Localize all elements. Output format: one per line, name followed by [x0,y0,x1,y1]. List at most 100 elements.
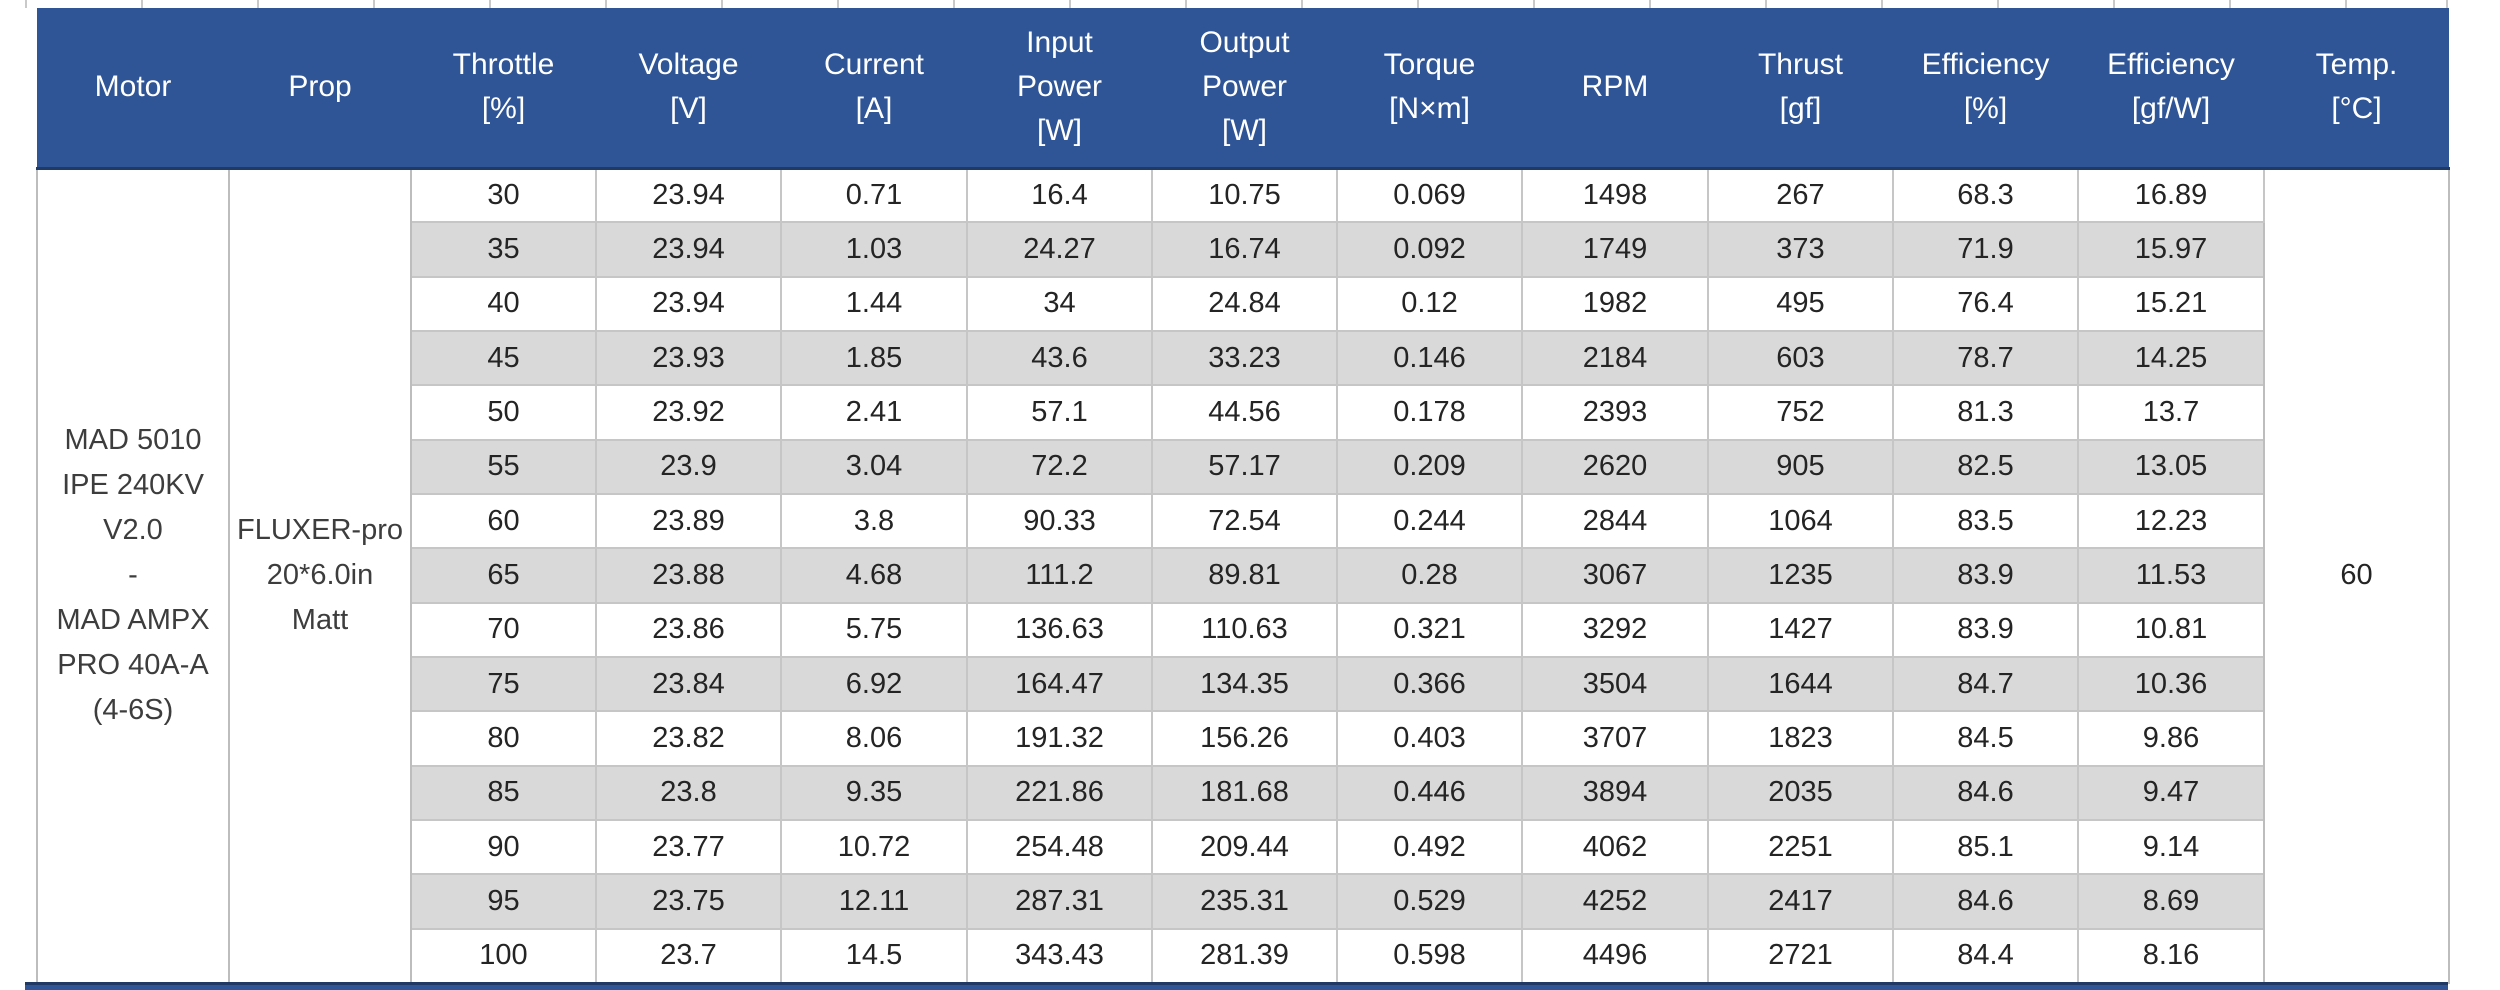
col-header-motor: Motor [37,8,229,168]
cell-thrust-row-85: 2035 [1707,764,1894,821]
col-header-throttle-line: [%] [481,92,526,126]
motor-name-line: MAD AMPX [56,604,210,637]
cell-current-row-30: 0.71 [780,166,968,224]
cell-torque-row-100: 0.598 [1336,927,1523,984]
col-header-input-power-line: Input [1026,26,1093,60]
prop-name-line: Matt [291,604,349,637]
cell-output-power-row-50: 44.56 [1151,384,1338,441]
cell-torque-row-55: 0.209 [1336,438,1523,495]
cell-input-power-row-100: 343.43 [966,927,1153,984]
cell-efficiency-pct-row-60: 83.5 [1892,492,2079,550]
col-header-voltage-line: Voltage [638,48,739,82]
col-header-motor-line: Motor [94,70,172,104]
cell-thrust-row-30: 267 [1707,166,1894,224]
cell-throttle-row-75: 75 [410,655,597,713]
cell-output-power-row-85: 181.68 [1151,764,1338,821]
cell-throttle-row-80: 80 [410,710,597,767]
cell-current-row-60: 3.8 [780,492,968,550]
cell-current-row-55: 3.04 [780,438,968,495]
cell-torque-row-35: 0.092 [1336,221,1523,278]
col-header-thrust: Thrust [gf] [1708,8,1893,168]
data-row-throttle-50: 50 23.92 2.41 57.1 44.56 0.178 2393 752 81.3 13.7 [37,384,2449,441]
cell-efficiency-pct-row-100: 84.4 [1892,927,2079,984]
motor-name-line: V2.0 [103,514,163,547]
cell-output-power-row-80: 156.26 [1151,710,1338,767]
cell-rpm-row-50: 2393 [1521,384,1709,441]
cell-output-power-row-30: 10.75 [1151,166,1338,224]
cell-thrust-row-75: 1644 [1707,655,1894,713]
cell-output-power-row-95: 235.31 [1151,873,1338,930]
cell-throttle-row-100: 100 [410,927,597,984]
cell-input-power-row-95: 287.31 [966,873,1153,930]
col-header-rpm: RPM [1522,8,1708,168]
cell-throttle-row-60: 60 [410,492,597,550]
cell-efficiency-pct-row-65: 83.9 [1892,547,2079,604]
cell-thrust-row-80: 1823 [1707,710,1894,767]
table-body: MAD 5010 IPE 240KV V2.0 - MAD AMPX PRO 40A-A (… [36,166,2450,984]
motor-cell: MAD 5010 IPE 240KV V2.0 - MAD AMPX PRO 40A-A (… [36,167,230,984]
col-header-current-line: Current [823,48,925,82]
col-header-efficiency-pct: Efficiency [%] [1893,8,2078,168]
cell-current-row-65: 4.68 [780,547,968,604]
cell-thrust-row-50: 752 [1707,384,1894,441]
cell-voltage-row-55: 23.9 [595,438,782,495]
cell-current-row-35: 1.03 [780,221,968,278]
cell-torque-row-95: 0.529 [1336,873,1523,930]
cell-throttle-row-65: 65 [410,547,597,604]
data-row-throttle-100: 100 23.7 14.5 343.43 281.39 0.598 4496 2721 84.4… [37,927,2449,984]
cell-rpm-row-80: 3707 [1521,710,1709,767]
data-row-throttle-40: 40 23.94 1.44 34 24.84 0.12 1982 495 76.4 15.21 [37,275,2449,332]
cell-efficiency-pct-row-80: 84.5 [1892,710,2079,767]
cell-efficiency-gfw-row-70: 10.81 [2077,601,2265,658]
cell-rpm-row-55: 2620 [1521,438,1709,495]
cell-torque-row-30: 0.069 [1336,166,1523,224]
col-header-input-power-line: [W] [1037,114,1082,148]
motor-performance-table: Motor Prop Throttle [%] Voltage [V] Current [A]… [36,8,2450,984]
cell-output-power-row-75: 134.35 [1151,655,1338,713]
data-row-throttle-85: 85 23.8 9.35 221.86 181.68 0.446 3894 2035 84.6 9… [37,764,2449,821]
cell-efficiency-gfw-row-60: 12.23 [2077,492,2265,550]
cell-input-power-row-80: 191.32 [966,710,1153,767]
data-row-throttle-60: 60 23.89 3.8 90.33 72.54 0.244 2844 1064 83.5 12.… [37,492,2449,550]
col-header-torque-line: [N×m] [1389,92,1470,126]
motor-name-line: MAD 5010 [64,424,202,457]
cell-efficiency-pct-row-50: 81.3 [1892,384,2079,441]
cell-current-row-40: 1.44 [780,275,968,332]
col-header-efficiency-gfw: Efficiency [gf/W] [2078,8,2264,168]
cell-efficiency-gfw-row-50: 13.7 [2077,384,2265,441]
motor-name-line: (4-6S) [92,694,174,727]
cell-efficiency-gfw-row-100: 8.16 [2077,927,2265,984]
cell-input-power-row-85: 221.86 [966,764,1153,821]
cell-efficiency-pct-row-30: 68.3 [1892,166,2079,224]
col-header-prop: Prop [229,8,411,168]
data-row-throttle-95: 95 23.75 12.11 287.31 235.31 0.529 4252 2417 84.… [37,873,2449,930]
cell-rpm-row-35: 1749 [1521,221,1709,278]
cell-voltage-row-65: 23.88 [595,547,782,604]
cell-rpm-row-100: 4496 [1521,927,1709,984]
cell-input-power-row-35: 24.27 [966,221,1153,278]
cell-efficiency-gfw-row-35: 15.97 [2077,221,2265,278]
cell-voltage-row-30: 23.94 [595,166,782,224]
table-header: Motor Prop Throttle [%] Voltage [V] Current [A]… [37,8,2449,168]
cell-rpm-row-95: 4252 [1521,873,1709,930]
cell-output-power-row-100: 281.39 [1151,927,1338,984]
temp-cell: 60 [2263,167,2450,984]
data-row-throttle-30: MAD 5010 IPE 240KV V2.0 - MAD AMPX PRO 40A-A (… [36,166,2450,984]
cell-current-row-85: 9.35 [780,764,968,821]
cell-voltage-row-35: 23.94 [595,221,782,278]
cell-output-power-row-35: 16.74 [1151,221,1338,278]
cell-efficiency-gfw-row-75: 10.36 [2077,655,2265,713]
col-header-output-power-line: Power [1201,70,1288,104]
col-header-input-power-line: Power [1016,70,1103,104]
cell-efficiency-gfw-row-80: 9.86 [2077,710,2265,767]
cell-output-power-row-40: 24.84 [1151,275,1338,332]
cell-input-power-row-75: 164.47 [966,655,1153,713]
cell-voltage-row-75: 23.84 [595,655,782,713]
cell-rpm-row-70: 3292 [1521,601,1709,658]
col-header-efficiency-gfw-line: Efficiency [2107,48,2235,82]
cell-current-row-100: 14.5 [780,927,968,984]
cell-input-power-row-50: 57.1 [966,384,1153,441]
col-header-thrust-line: Thrust [1757,48,1844,82]
cell-torque-row-80: 0.403 [1336,710,1523,767]
previous-row-remnant [25,0,2448,8]
